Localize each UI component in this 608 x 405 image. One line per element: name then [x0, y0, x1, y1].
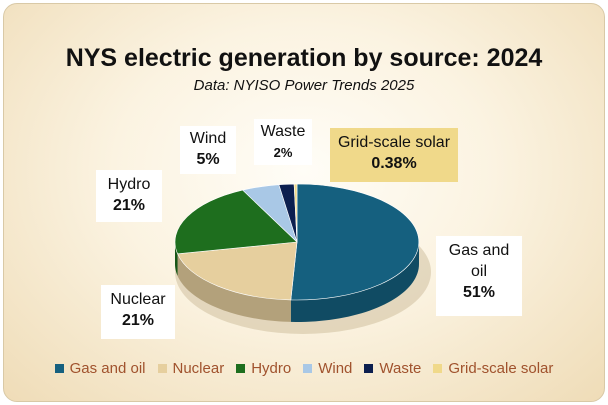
legend-swatch	[236, 364, 246, 373]
callout-gas-name-2: oil	[470, 263, 487, 280]
legend-item-wind: Wind	[303, 360, 352, 377]
legend-swatch	[303, 364, 313, 373]
callout-hydro: Hydro 21%	[96, 170, 162, 222]
callout-solar-pct: 0.38%	[371, 155, 417, 172]
legend-swatch	[364, 364, 374, 373]
chart-title: NYS electric generation by source: 2024	[65, 44, 543, 72]
pie-slice-hydro	[174, 189, 298, 255]
callout-nuclear-name: Nuclear	[110, 291, 166, 308]
legend-swatch	[54, 364, 64, 373]
callout-waste-name: Waste	[260, 123, 306, 140]
legend-item-grid-scale-solar: Grid-scale solar	[433, 360, 553, 377]
legend-swatch	[157, 364, 167, 373]
pie-slice-gas-and-oil	[290, 183, 420, 301]
chart-legend: Gas and oil Nuclear Hydro Wind Waste Grid-sca…	[4, 360, 604, 377]
callout-solar-name: Grid-scale solar	[337, 134, 451, 151]
pie-side-nuclear	[177, 253, 291, 322]
callout-nuclear-pct: 21%	[121, 312, 155, 329]
pie-side-gas-and-oil	[290, 242, 419, 322]
chart-subtitle: Data: NYISO Power Trends 2025	[193, 77, 415, 94]
legend-label: Gas and oil	[69, 360, 146, 377]
pie-side-hydro	[175, 242, 178, 276]
legend-label: Hydro	[251, 360, 292, 377]
chart-card: NYS electric generation by source: 2024 …	[3, 3, 605, 402]
callout-hydro-name: Hydro	[107, 176, 151, 193]
legend-item-gas-and-oil: Gas and oil	[54, 360, 146, 377]
pie-slice-nuclear	[177, 241, 298, 301]
legend-swatch	[433, 364, 443, 373]
legend-item-nuclear: Nuclear	[157, 360, 225, 377]
callout-nuclear: Nuclear 21%	[101, 285, 175, 339]
legend-label: Wind	[318, 360, 353, 377]
callout-hydro-pct: 21%	[112, 197, 146, 214]
legend-label: Nuclear	[172, 360, 225, 377]
legend-label: Waste	[379, 360, 422, 377]
legend-item-hydro: Hydro	[236, 360, 291, 377]
pie-slice-grid-scale-solar	[293, 183, 298, 243]
callout-gas-pct: 51%	[462, 284, 496, 301]
callout-solar: Grid-scale solar 0.38%	[330, 128, 458, 182]
callout-waste: Waste 2%	[254, 119, 312, 165]
callout-wind-name: Wind	[189, 130, 227, 147]
callout-wind: Wind 5%	[180, 126, 236, 174]
legend-label: Grid-scale solar	[448, 360, 554, 377]
callout-wind-pct: 5%	[196, 151, 220, 168]
pie-chart	[174, 183, 431, 334]
legend-item-waste: Waste	[364, 360, 421, 377]
callout-gas-name-1: Gas and	[448, 242, 510, 259]
callout-waste-pct: 2%	[273, 145, 293, 160]
callout-gas: Gas and oil 51%	[436, 236, 522, 316]
